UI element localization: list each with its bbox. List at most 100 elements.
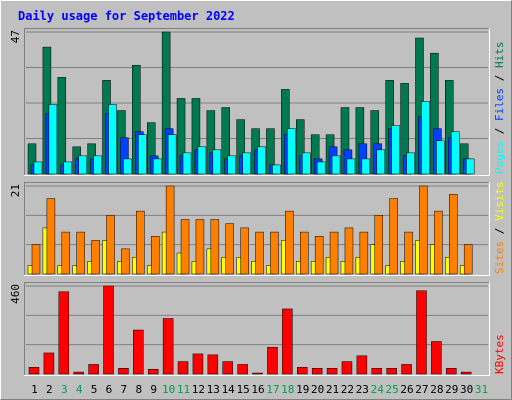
- x-tick-label-10: 10: [162, 383, 175, 396]
- plot-area: [24, 282, 490, 376]
- bar-sites-day-10: [165, 185, 175, 275]
- bar-kbytes-day-25: [386, 368, 397, 375]
- bar-kbytes-day-3: [58, 291, 70, 375]
- bar-sites-day-22: [344, 227, 354, 275]
- x-tick-label-20: 20: [311, 383, 324, 396]
- x-tick-label-8: 8: [135, 383, 142, 396]
- x-tick-label-2: 2: [46, 383, 53, 396]
- x-tick-label-31: 31: [475, 383, 488, 396]
- bar-kbytes-day-8: [133, 329, 144, 375]
- bar-pages-day-30: [465, 158, 475, 175]
- bar-sites-day-18: [285, 210, 294, 275]
- bar-kbytes-day-19: [297, 367, 308, 375]
- bar-pages-day-22: [346, 158, 356, 175]
- bar-kbytes-day-10: [162, 318, 174, 375]
- bar-pages-day-19: [302, 152, 311, 175]
- legend-item-sites: Sites: [493, 241, 506, 274]
- bar-sites-day-28: [434, 210, 443, 275]
- bar-pages-day-18: [287, 128, 296, 175]
- bar-pages-day-8: [138, 134, 147, 175]
- panel-hits: 47 Pages / Files / Hits: [9, 28, 506, 176]
- bar-pages-day-24: [376, 149, 386, 175]
- bar-kbytes-day-23: [356, 355, 368, 375]
- bar-pages-day-23: [361, 158, 371, 175]
- bar-sites-day-13: [210, 219, 220, 275]
- bar-pages-day-17: [272, 164, 281, 175]
- legend-visits: Sites / Visits: [493, 181, 506, 274]
- bar-pages-day-14: [227, 155, 236, 175]
- bar-kbytes-day-12: [192, 353, 204, 375]
- bar-pages-day-9: [152, 158, 162, 175]
- x-tick-label-22: 22: [341, 383, 354, 396]
- bar-pages-day-26: [406, 152, 415, 175]
- legend-item-hits: Hits: [493, 42, 506, 69]
- bar-kbytes-day-14: [222, 361, 233, 375]
- bar-kbytes-day-20: [311, 368, 323, 375]
- bar-sites-day-27: [419, 185, 428, 275]
- legend-separator: /: [493, 121, 506, 141]
- bar-sites-day-4: [76, 231, 85, 275]
- panel-kbytes: 460 KBytes: [9, 282, 506, 376]
- bar-sites-day-6: [106, 215, 115, 275]
- panel-visits: 21 Sites / Visits: [9, 181, 506, 276]
- bar-kbytes-day-6: [103, 285, 114, 375]
- x-tick-label-5: 5: [91, 383, 98, 396]
- bar-sites-day-25: [389, 198, 398, 275]
- bar-kbytes-day-11: [177, 361, 189, 375]
- x-tick-label-30: 30: [460, 383, 473, 396]
- bar-pages-day-1: [33, 161, 43, 175]
- y-max-label: 21: [9, 184, 22, 197]
- x-tick-label-25: 25: [386, 383, 399, 396]
- y-max-label: 47: [9, 30, 22, 43]
- bar-pages-day-11: [182, 152, 192, 175]
- bar-sites-day-1: [31, 244, 41, 275]
- bar-kbytes-day-18: [282, 308, 293, 375]
- bar-kbytes-day-15: [237, 364, 248, 375]
- x-tick-label-7: 7: [121, 383, 128, 396]
- bar-sites-day-30: [463, 244, 473, 275]
- bar-kbytes-day-9: [147, 368, 159, 375]
- bar-hits-day-3: [57, 77, 67, 175]
- x-tick-label-3: 3: [61, 383, 68, 396]
- bar-pages-day-25: [391, 125, 400, 175]
- x-tick-label-21: 21: [326, 383, 339, 396]
- bar-pages-day-5: [93, 155, 102, 175]
- bar-pages-day-16: [257, 146, 266, 175]
- legend-separator: /: [493, 68, 506, 88]
- bar-kbytes-day-5: [88, 364, 99, 375]
- bar-pages-day-2: [48, 104, 58, 175]
- legend-hits: Pages / Files / Hits: [493, 42, 506, 175]
- bar-sites-day-29: [449, 194, 458, 275]
- bar-pages-day-10: [167, 134, 177, 175]
- legend-item-files: Files: [493, 88, 506, 121]
- bar-pages-day-3: [63, 161, 73, 175]
- bar-kbytes-day-7: [118, 368, 129, 375]
- bar-sites-day-9: [150, 236, 160, 275]
- bar-pages-day-21: [331, 155, 341, 175]
- x-tick-label-24: 24: [371, 383, 385, 396]
- bar-sites-day-24: [374, 215, 384, 275]
- bar-sites-day-5: [91, 240, 100, 275]
- x-tick-label-28: 28: [430, 383, 443, 396]
- x-tick-label-26: 26: [400, 383, 413, 396]
- legend-item-pages: Pages: [493, 141, 506, 174]
- x-tick-label-15: 15: [236, 383, 249, 396]
- x-tick-label-4: 4: [76, 383, 83, 396]
- legend-item-visits: Visits: [493, 181, 506, 221]
- bar-kbytes-day-27: [416, 290, 427, 375]
- x-tick-label-1: 1: [31, 383, 38, 396]
- bar-kbytes-day-2: [43, 352, 55, 375]
- bar-kbytes-day-22: [341, 361, 353, 375]
- bar-pages-day-6: [108, 104, 117, 175]
- bar-kbytes-day-13: [207, 354, 219, 375]
- legend-kbytes: KBytes: [493, 334, 506, 374]
- x-tick-label-23: 23: [356, 383, 369, 396]
- x-tick-label-13: 13: [207, 383, 220, 396]
- x-tick-label-6: 6: [106, 383, 113, 396]
- y-max-label: 460: [9, 284, 22, 304]
- bar-kbytes-day-28: [431, 341, 442, 375]
- bar-pages-day-15: [242, 152, 251, 175]
- bar-sites-day-7: [121, 248, 130, 275]
- bar-kbytes-day-1: [28, 367, 40, 375]
